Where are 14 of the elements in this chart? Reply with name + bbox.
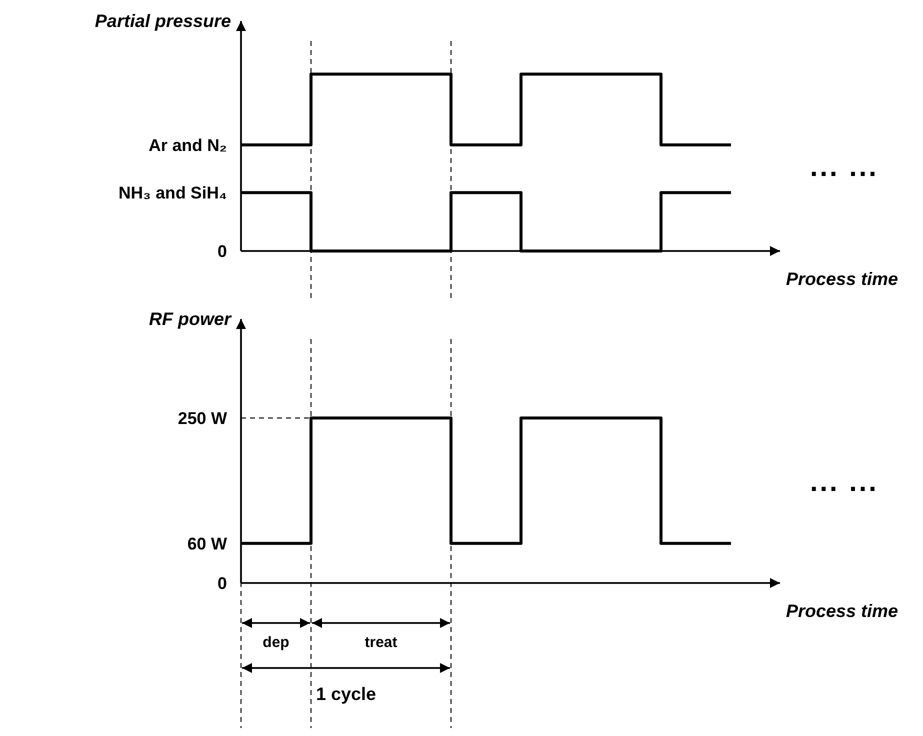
text: ... ... (810, 466, 878, 497)
series-label: NH₃ and SiH₄ (118, 184, 227, 203)
y-tick-label: 0 (218, 574, 227, 593)
y-axis-title: Partial pressure (94, 11, 231, 31)
x-axis-title: Process time (786, 269, 898, 289)
y-tick-label: 250 W (178, 409, 228, 428)
x-axis-title: Process time (786, 601, 898, 621)
text: 1 cycle (316, 684, 376, 704)
series-label: Ar and N₂ (148, 136, 227, 155)
text: dep (262, 634, 290, 651)
y-tick-label: 60 W (187, 534, 228, 554)
text: treat (364, 634, 398, 651)
y-axis-title: RF power (148, 309, 232, 329)
text: ... ... (810, 151, 878, 182)
